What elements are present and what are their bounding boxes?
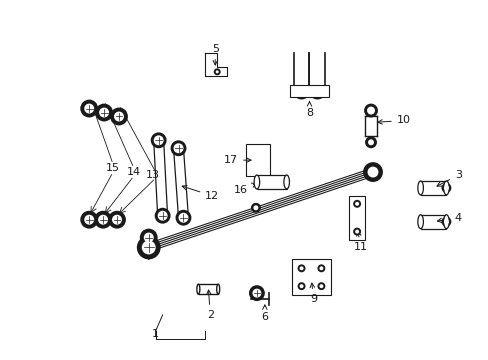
Circle shape — [143, 233, 153, 243]
Circle shape — [140, 229, 157, 247]
Text: 15: 15 — [106, 163, 120, 173]
Circle shape — [142, 240, 155, 255]
Circle shape — [362, 162, 382, 182]
Text: 13: 13 — [145, 170, 160, 180]
Circle shape — [319, 266, 323, 270]
Circle shape — [297, 264, 305, 272]
Circle shape — [108, 211, 126, 229]
Bar — [256, 175, 286, 189]
Circle shape — [319, 284, 323, 288]
Polygon shape — [205, 53, 226, 76]
Circle shape — [175, 210, 191, 226]
Text: 1: 1 — [152, 329, 159, 339]
Circle shape — [297, 282, 305, 290]
Circle shape — [80, 100, 98, 117]
Circle shape — [112, 215, 122, 225]
Circle shape — [250, 203, 260, 213]
Text: 2: 2 — [206, 290, 213, 320]
Circle shape — [150, 132, 166, 148]
Text: 9: 9 — [309, 283, 316, 304]
Bar — [291, 260, 331, 295]
Circle shape — [170, 140, 186, 156]
Circle shape — [84, 104, 94, 113]
Circle shape — [441, 217, 450, 227]
Bar — [420, 181, 446, 195]
Circle shape — [317, 264, 325, 272]
Ellipse shape — [216, 284, 219, 294]
Circle shape — [366, 107, 374, 114]
Circle shape — [367, 139, 373, 145]
Circle shape — [317, 282, 325, 290]
Circle shape — [154, 208, 170, 224]
Circle shape — [443, 219, 448, 224]
Circle shape — [252, 289, 261, 298]
Bar — [198, 284, 218, 294]
Circle shape — [153, 135, 163, 145]
Text: 11: 11 — [353, 231, 367, 252]
Circle shape — [84, 215, 94, 225]
Circle shape — [365, 136, 376, 148]
Text: 4: 4 — [436, 213, 461, 223]
Text: 12: 12 — [182, 185, 219, 201]
Circle shape — [80, 211, 98, 229]
Circle shape — [354, 202, 358, 206]
Ellipse shape — [197, 284, 200, 294]
Circle shape — [99, 108, 109, 117]
Circle shape — [114, 112, 123, 121]
Ellipse shape — [443, 181, 448, 195]
Circle shape — [299, 284, 303, 288]
Circle shape — [157, 211, 167, 221]
Ellipse shape — [443, 215, 448, 229]
Circle shape — [352, 228, 360, 235]
Circle shape — [94, 211, 112, 229]
Circle shape — [354, 230, 358, 234]
Ellipse shape — [417, 181, 423, 195]
Circle shape — [364, 104, 377, 117]
Text: 8: 8 — [305, 102, 312, 117]
Circle shape — [441, 183, 450, 193]
Circle shape — [443, 185, 448, 190]
Text: 5: 5 — [211, 44, 218, 65]
Ellipse shape — [284, 175, 289, 189]
Text: 10: 10 — [377, 116, 410, 126]
Circle shape — [213, 68, 220, 75]
Circle shape — [95, 104, 113, 121]
Text: 17: 17 — [224, 155, 250, 165]
Circle shape — [110, 108, 128, 125]
Circle shape — [137, 235, 161, 260]
Circle shape — [98, 215, 108, 225]
Ellipse shape — [417, 215, 423, 229]
Bar — [245, 144, 269, 176]
Circle shape — [248, 285, 264, 301]
Text: 16: 16 — [233, 183, 256, 195]
Circle shape — [299, 266, 303, 270]
Circle shape — [352, 200, 360, 208]
Text: 6: 6 — [261, 305, 268, 322]
Bar — [289, 85, 328, 96]
Circle shape — [215, 70, 218, 73]
Text: 14: 14 — [126, 167, 141, 177]
Circle shape — [178, 213, 188, 223]
Ellipse shape — [254, 175, 259, 189]
Circle shape — [173, 143, 183, 153]
Text: 3: 3 — [436, 170, 461, 186]
Text: 7: 7 — [145, 244, 152, 262]
Circle shape — [367, 167, 378, 177]
Bar — [348, 196, 365, 239]
Bar — [420, 215, 446, 229]
Circle shape — [253, 205, 258, 210]
